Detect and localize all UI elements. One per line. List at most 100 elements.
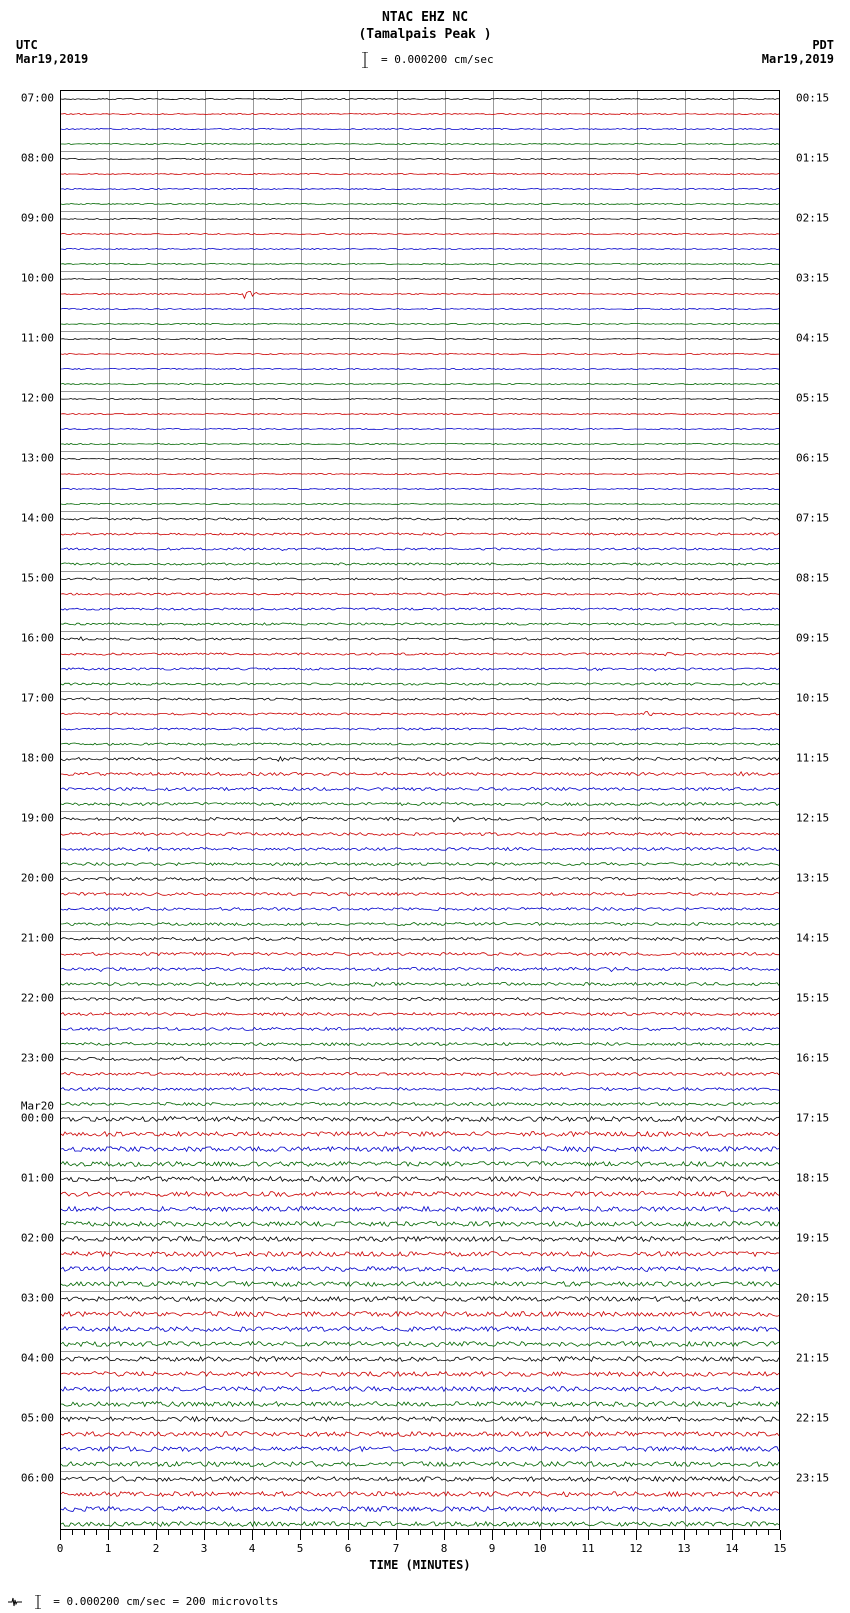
seismogram-trace [61,429,779,430]
seismogram-trace [61,1104,779,1105]
x-tick-minor [600,1530,601,1535]
x-tick-label: 10 [533,1542,546,1555]
seismogram-trace [61,249,779,250]
seismogram-trace [61,1149,779,1150]
x-tick-minor [720,1530,721,1535]
seismogram-trace [61,1359,779,1360]
seismogram-trace [61,774,779,775]
x-tick-major [396,1530,397,1540]
seismogram-trace [61,324,779,325]
seismogram-trace [61,264,779,265]
left-time-label: 11:00 [21,331,54,344]
x-tick-minor [480,1530,481,1535]
right-time-label: 19:15 [796,1231,829,1244]
x-tick-minor [468,1530,469,1535]
right-time-label: 11:15 [796,751,829,764]
left-time-label: 16:00 [21,631,54,644]
x-tick-minor [612,1530,613,1535]
x-tick-major [204,1530,205,1540]
seismogram-trace [61,1329,779,1330]
x-tick-major [252,1530,253,1540]
seismogram-trace [61,849,779,850]
x-tick-minor [432,1530,433,1535]
seismogram-trace [61,204,779,205]
x-tick-major [540,1530,541,1540]
x-tick-minor [228,1530,229,1535]
x-tick-major [684,1530,685,1540]
left-time-label: 15:00 [21,571,54,584]
left-time-label: 05:00 [21,1411,54,1424]
left-time-label: 17:00 [21,691,54,704]
x-tick-label: 11 [581,1542,594,1555]
right-time-label: 08:15 [796,571,829,584]
seismogram-trace [61,159,779,160]
left-time-label: 07:00 [21,91,54,104]
seismogram-trace [61,489,779,490]
seismogram-trace [61,279,779,280]
tz-left-label: UTC [16,38,88,52]
seismogram-trace [61,969,779,970]
x-tick-minor [96,1530,97,1535]
seismogram-trace [61,219,779,220]
seismogram-trace [61,189,779,190]
x-tick-label: 2 [153,1542,160,1555]
x-tick-minor [420,1530,421,1535]
seismogram-trace [61,1464,779,1465]
tz-right: PDT Mar19,2019 [762,38,834,66]
seismogram-trace [61,714,779,715]
left-time-label: 14:00 [21,511,54,524]
seismogram-trace [61,354,779,355]
seismogram-trace [61,729,779,730]
station-line1: NTAC EHZ NC [0,10,850,27]
seismogram-trace [61,594,779,595]
x-tick-minor [288,1530,289,1535]
right-time-label: 12:15 [796,811,829,824]
x-tick-minor [624,1530,625,1535]
x-axis-title: TIME (MINUTES) [369,1558,470,1572]
seismogram-trace [61,939,779,940]
seismogram-trace [61,1449,779,1450]
seismogram-trace [61,999,779,1000]
seismogram-trace [61,879,779,880]
x-tick-major [300,1530,301,1540]
x-tick-minor [660,1530,661,1535]
seismogram-trace [61,954,779,955]
left-time-label: 04:00 [21,1351,54,1364]
x-tick-minor [372,1530,373,1535]
seismogram-trace [61,1044,779,1045]
seismogram-trace [61,789,779,790]
seismogram-trace [61,534,779,535]
x-tick-minor [312,1530,313,1535]
x-tick-major [60,1530,61,1540]
seismogram-trace [61,624,779,625]
seismogram-trace [61,369,779,370]
right-time-label: 21:15 [796,1351,829,1364]
seismogram-trace [61,1479,779,1480]
seismogram-trace [61,444,779,445]
left-time-label: 22:00 [21,991,54,1004]
title-block: NTAC EHZ NC (Tamalpais Peak ) [0,10,850,44]
left-time-labels: 07:0008:0009:0010:0011:0012:0013:0014:00… [0,90,58,1530]
x-tick-major [156,1530,157,1540]
header: NTAC EHZ NC (Tamalpais Peak ) = 0.000200… [0,0,850,90]
right-time-label: 22:15 [796,1411,829,1424]
x-tick-label: 9 [489,1542,496,1555]
station-line2: (Tamalpais Peak ) [0,27,850,44]
seismogram-trace [61,1134,779,1135]
x-tick-minor [744,1530,745,1535]
scale-reference: = 0.000200 cm/sec [0,52,850,68]
seismogram-trace [61,1344,779,1345]
right-time-label: 09:15 [796,631,829,644]
seismogram-trace [61,1074,779,1075]
x-tick-minor [192,1530,193,1535]
seismogram-trace [61,564,779,565]
x-tick-minor [768,1530,769,1535]
right-time-label: 23:15 [796,1471,829,1484]
seismogram-trace [61,459,779,460]
date-right: Mar19,2019 [762,52,834,66]
seismogram-trace [61,654,779,655]
x-tick-minor [240,1530,241,1535]
right-time-label: 01:15 [796,151,829,164]
right-time-label: 10:15 [796,691,829,704]
date-left: Mar19,2019 [16,52,88,66]
